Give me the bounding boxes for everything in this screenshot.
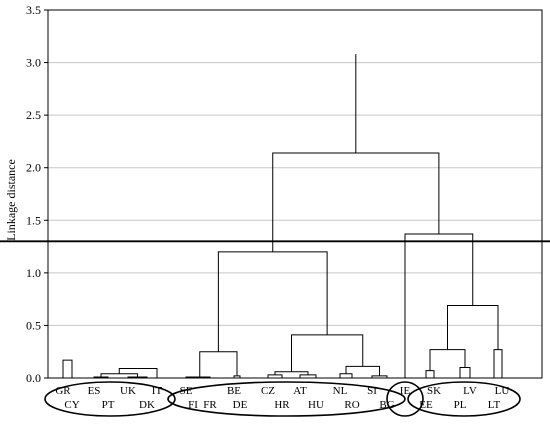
leaf-label: AT <box>293 385 307 397</box>
dendrogram-link <box>339 373 353 378</box>
leaf-label: SE <box>180 385 193 397</box>
dendrogram-link <box>217 251 328 352</box>
dendrogram-link <box>425 370 435 378</box>
cluster-ellipse <box>407 381 521 417</box>
dendrogram-link <box>62 359 73 378</box>
dendrogram-link <box>267 374 283 378</box>
leaf-label: HR <box>274 399 290 411</box>
leaf-label: DE <box>233 399 248 411</box>
y-tick-label: 0.0 <box>26 371 41 385</box>
dendrogram-link <box>199 351 238 377</box>
leaf-label: CY <box>64 399 79 411</box>
dendrogram-link <box>299 374 317 378</box>
y-tick-label: 2.5 <box>26 108 41 122</box>
cluster-ellipse <box>44 381 176 417</box>
cluster-ellipse <box>386 381 424 417</box>
dendrogram-link <box>459 366 471 378</box>
leaf-label: RO <box>344 399 359 411</box>
leaf-label: FR <box>203 399 217 411</box>
leaf-label: ES <box>88 385 101 397</box>
y-tick-label: 3.5 <box>26 3 41 17</box>
leaf-label: CZ <box>261 385 275 397</box>
y-tick-label: 3.0 <box>26 56 41 70</box>
leaf-label: BG <box>379 399 394 411</box>
y-tick-label: 1.0 <box>26 266 41 280</box>
y-tick-label: 0.5 <box>26 318 41 332</box>
dendrogram-link <box>447 304 499 350</box>
y-tick-label: 2.0 <box>26 161 41 175</box>
leaf-label: LV <box>463 385 477 397</box>
y-axis-label: Linkage distance <box>4 159 18 241</box>
cluster-ellipses <box>44 381 521 417</box>
plot-frame <box>47 9 543 379</box>
y-tick-label: 1.5 <box>26 213 41 227</box>
leaf-label: PT <box>102 399 115 411</box>
leaf-label: NL <box>333 385 348 397</box>
dendrogram-link <box>345 365 380 376</box>
dendrogram-links <box>62 54 503 378</box>
grid-lines <box>48 62 542 326</box>
leaf-label: DK <box>139 399 155 411</box>
leaf-label: PL <box>454 399 467 411</box>
cluster-ellipse <box>167 381 406 417</box>
leaf-label: UK <box>120 385 136 397</box>
dendrogram-link <box>118 368 158 378</box>
leaf-label: IE <box>400 385 411 397</box>
y-axis: 0.0 0.5 1.0 1.5 2.0 2.5 3.0 3.5 <box>26 3 48 385</box>
dendrogram-link <box>127 376 148 378</box>
leaf-label: LT <box>488 399 501 411</box>
leaf-label: SK <box>427 385 441 397</box>
leaf-label: IT <box>152 385 163 397</box>
dendrogram-link <box>93 376 109 378</box>
dendrogram-link <box>493 349 503 378</box>
leaf-label: BE <box>227 385 241 397</box>
leaf-label: HU <box>308 399 324 411</box>
leaf-label: FI <box>188 399 198 411</box>
dendrogram-link <box>404 233 474 378</box>
leaf-label: SI <box>367 385 377 397</box>
